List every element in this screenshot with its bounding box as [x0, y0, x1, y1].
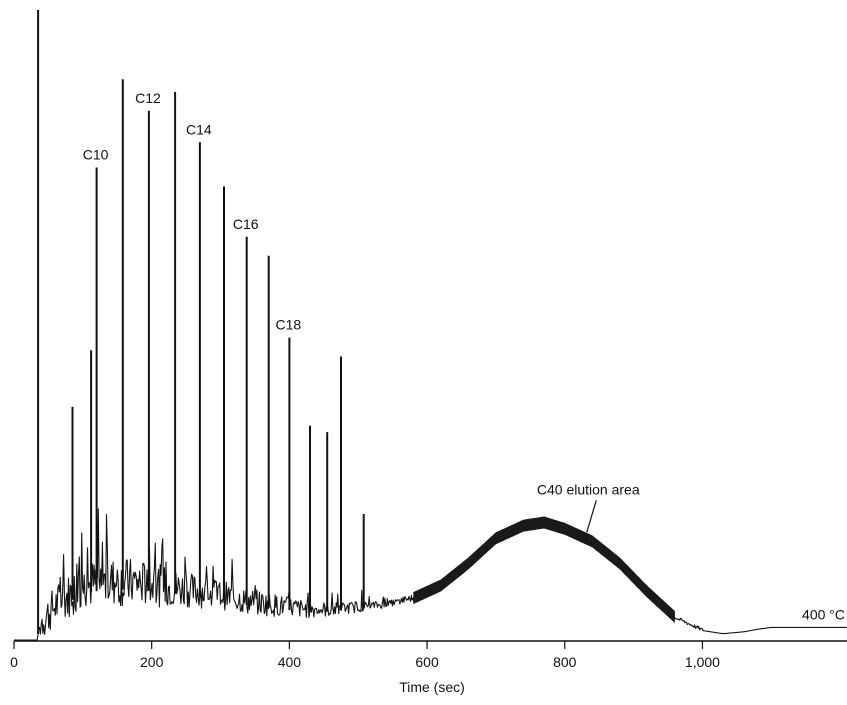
annotation-6: 400 °C [802, 606, 845, 622]
annotation-3: C16 [233, 216, 259, 232]
x-tick-label-4: 800 [553, 654, 577, 670]
annotation-4: C18 [276, 317, 302, 333]
peak-layer [37, 10, 365, 634]
x-tick-label-1: 200 [140, 654, 164, 670]
annotation-5: C40 elution area [537, 481, 640, 497]
x-axis-title: Time (sec) [399, 679, 465, 695]
trace-layer [14, 508, 847, 641]
annotation-leader [586, 500, 597, 533]
annotation-0: C10 [83, 147, 109, 163]
annotation-1: C12 [135, 90, 161, 106]
x-tick-label-0: 0 [10, 654, 18, 670]
elution-hump-band [413, 516, 675, 623]
x-axis: 0 200 400 600 800 1,000 [10, 640, 847, 670]
annotation-layer: C10 C12 C14 C16 C18 C40 elution area 400 °C [83, 90, 845, 623]
x-tick-label-5: 1,000 [685, 654, 720, 670]
x-tick-label-2: 400 [278, 654, 302, 670]
chromatogram-trace [14, 508, 847, 641]
annotation-2: C14 [186, 121, 212, 137]
x-tick-label-3: 600 [415, 654, 439, 670]
